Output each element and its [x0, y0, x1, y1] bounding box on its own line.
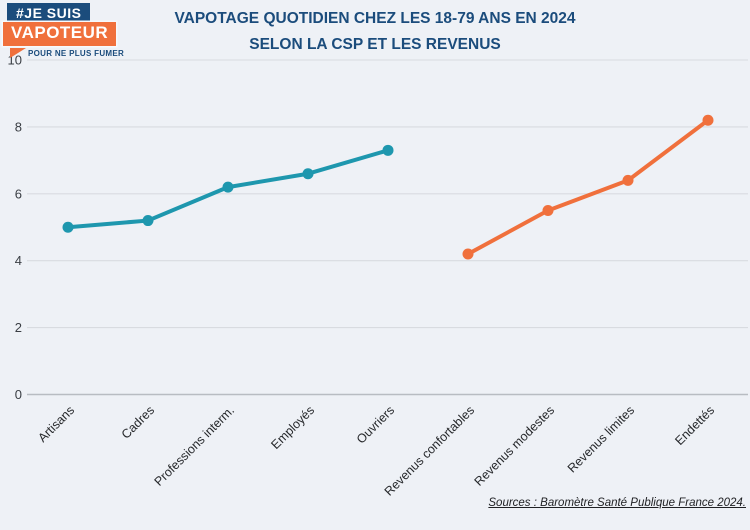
x-axis-label: Artisans [35, 403, 77, 445]
x-axis-label: Revenus confortables [382, 403, 477, 498]
x-axis-label: Revenus modestes [472, 403, 558, 489]
x-axis-label: Revenus limites [565, 403, 637, 475]
logo-jesuis: #JE SUIS [7, 3, 91, 24]
data-point [622, 174, 634, 186]
logo-vapoteur: VAPOTEUR [3, 22, 117, 46]
data-point [382, 144, 394, 156]
source-caption: Sources : Baromètre Santé Publique Franc… [488, 497, 746, 509]
page-title: VAPOTAGE QUOTIDIEN CHEZ LES 18-79 ANS EN… [0, 6, 750, 58]
logo-speech-bubble-tail [10, 48, 26, 58]
x-axis-label: Ouvriers [354, 403, 397, 446]
x-axis-label: Professions interm. [152, 403, 238, 489]
data-point [222, 181, 234, 193]
series-line-revenus [466, 118, 710, 257]
y-axis-tick-label: 8 [15, 119, 22, 134]
data-point [462, 248, 474, 260]
x-axis-label: Endettés [672, 403, 717, 448]
title-line-2: SELON LA CSP ET LES REVENUS [249, 36, 501, 53]
data-point [142, 215, 154, 227]
logo-tagline: POUR NE PLUS FUMER [28, 49, 125, 58]
data-point [302, 168, 314, 180]
x-axis-label: Employés [268, 403, 317, 452]
y-axis-tick-label: 6 [15, 186, 22, 201]
data-point [702, 114, 714, 126]
y-axis-tick-label: 2 [15, 320, 22, 335]
y-axis-tick-label: 0 [15, 387, 22, 402]
jesuisvapoteur-logo: #JE SUIS VAPOTEUR POUR NE PLUS FUMER [2, 2, 132, 64]
title-line-1: VAPOTAGE QUOTIDIEN CHEZ LES 18-79 ANS EN… [174, 10, 576, 27]
data-point [542, 205, 554, 217]
y-axis-tick-label: 4 [15, 253, 22, 268]
data-point [62, 221, 74, 233]
x-axis-label: Cadres [119, 403, 157, 441]
